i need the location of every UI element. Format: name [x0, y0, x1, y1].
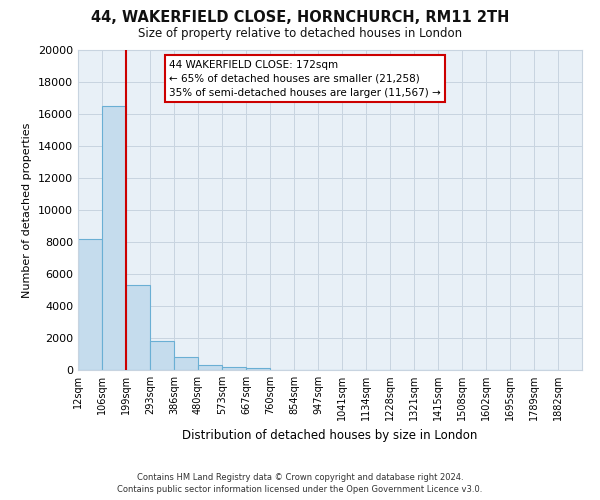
X-axis label: Distribution of detached houses by size in London: Distribution of detached houses by size … — [182, 428, 478, 442]
Bar — [126, 285, 150, 370]
Text: Contains HM Land Registry data © Crown copyright and database right 2024.
Contai: Contains HM Land Registry data © Crown c… — [118, 472, 482, 494]
Text: 44, WAKERFIELD CLOSE, HORNCHURCH, RM11 2TH: 44, WAKERFIELD CLOSE, HORNCHURCH, RM11 2… — [91, 10, 509, 25]
Text: 44 WAKERFIELD CLOSE: 172sqm
← 65% of detached houses are smaller (21,258)
35% of: 44 WAKERFIELD CLOSE: 172sqm ← 65% of det… — [169, 60, 440, 98]
Bar — [102, 106, 126, 370]
Bar — [198, 365, 222, 370]
Bar — [150, 341, 174, 370]
Text: Size of property relative to detached houses in London: Size of property relative to detached ho… — [138, 28, 462, 40]
Y-axis label: Number of detached properties: Number of detached properties — [22, 122, 32, 298]
Bar — [246, 368, 270, 370]
Bar — [222, 367, 246, 370]
Bar — [174, 357, 198, 370]
Bar — [78, 239, 102, 370]
